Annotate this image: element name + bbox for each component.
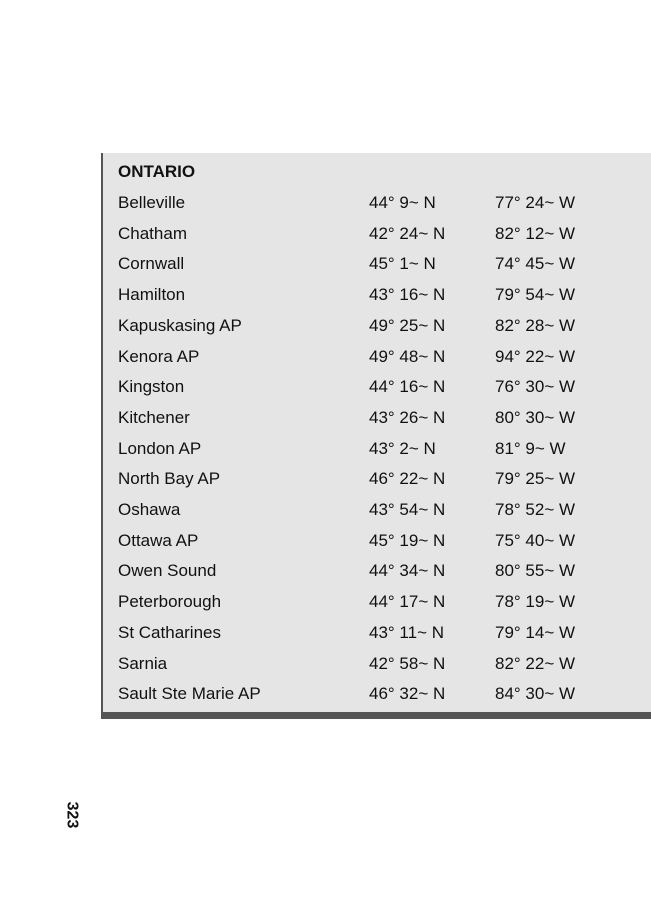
table-row: London AP 43° 2~ N 81° 9~ W (0, 438, 566, 461)
latitude: 44° 17~ N (369, 592, 446, 612)
table-row: Ottawa AP 45° 19~ N 75° 40~ W (0, 530, 575, 553)
table-bottom-rule (101, 712, 651, 719)
latitude: 43° 11~ N (369, 622, 445, 642)
latitude: 43° 54~ N (369, 500, 446, 519)
table-row: Kapuskasing AP 49° 25~ N 82° 28~ W (0, 315, 575, 338)
longitude: 84° 30~ W (495, 684, 576, 704)
city-name: Sarnia (118, 653, 168, 673)
table-row: Sault Ste Marie AP 46° 32~ N 84° 30~ W (0, 684, 575, 706)
latitude: 46° 22~ N (369, 469, 446, 489)
location-table (101, 153, 651, 712)
city-name: Belleville (118, 193, 186, 212)
city-name: Peterborough (118, 592, 222, 612)
longitude: 94° 22~ W (495, 346, 576, 366)
latitude: 44° 9~ N (369, 193, 436, 212)
longitude: 79° 14~ W (495, 622, 576, 642)
longitude: 78° 52~ W (495, 500, 576, 519)
table-row: Kenora AP 49° 48~ N 94° 22~ W (0, 346, 575, 369)
longitude: 77° 24~ W (495, 193, 576, 212)
latitude: 42° 24~ N (369, 223, 446, 243)
longitude: 80° 55~ W (495, 561, 576, 581)
longitude: 79° 25~ W (495, 469, 576, 489)
latitude: 43° 2~ N (369, 438, 436, 458)
table-row: Cornwall 45° 1~ N 74° 45~ W (0, 254, 575, 276)
latitude: 44° 16~ N (369, 377, 446, 397)
longitude: 78° 19~ W (495, 592, 576, 612)
page-number: 323 (63, 801, 81, 829)
table-row: Kitchener 43° 26~ N 80° 30~ W (0, 407, 575, 430)
table-row: Chatham 42° 24~ N 82° 12~ W (0, 223, 575, 246)
city-name: Owen Sound (118, 561, 217, 581)
longitude: 82° 28~ W (495, 315, 576, 335)
latitude: 45° 1~ N (369, 254, 436, 274)
table-row: Peterborough 44° 17~ N 78° 19~ W (0, 592, 575, 614)
table-row: Owen Sound 44° 34~ N 80° 55~ W (0, 561, 575, 583)
city-name: Kitchener (118, 407, 190, 427)
table-row: Sarnia 42° 58~ N 82° 22~ W (0, 653, 575, 676)
city-name: Hamilton (118, 285, 186, 305)
table-row: North Bay AP 46° 22~ N 79° 25~ W (0, 469, 575, 491)
longitude: 75° 40~ W (495, 530, 576, 550)
city-name: London AP (118, 438, 202, 458)
table-row: Hamilton 43° 16~ N 79° 54~ W (0, 285, 575, 307)
latitude: 42° 58~ N (369, 653, 446, 673)
table-row: Kingston 44° 16~ N 76° 30~ W (0, 377, 575, 399)
latitude: 49° 25~ N (369, 315, 446, 335)
city-name: St Catharines (118, 622, 221, 642)
city-name: North Bay AP (118, 469, 221, 489)
longitude: 81° 9~ W (495, 438, 566, 458)
city-name: Oshawa (118, 500, 181, 519)
latitude: 43° 16~ N (369, 285, 446, 305)
longitude: 82° 12~ W (495, 223, 576, 243)
longitude: 79° 54~ W (495, 285, 576, 305)
latitude: 45° 19~ N (369, 530, 446, 550)
table-row: Belleville 44° 9~ N 77° 24~ W (0, 193, 575, 215)
latitude: 44° 34~ N (369, 561, 446, 581)
city-name: Cornwall (118, 254, 185, 274)
city-name: Ottawa AP (118, 530, 199, 550)
longitude: 76° 30~ W (495, 377, 576, 397)
latitude: 43° 26~ N (369, 407, 446, 427)
table-row: Oshawa 43° 54~ N 78° 52~ W (0, 500, 575, 522)
longitude: 82° 22~ W (495, 653, 576, 673)
longitude: 80° 30~ W (495, 407, 576, 427)
city-name: Chatham (118, 223, 187, 243)
section-heading: ONTARIO (118, 162, 196, 181)
longitude: 74° 45~ W (495, 254, 576, 274)
city-name: Sault Ste Marie AP (118, 684, 261, 704)
table-row: St Catharines 43° 11~ N 79° 14~ W (0, 622, 575, 645)
latitude: 49° 48~ N (369, 346, 446, 366)
city-name: Kenora AP (118, 346, 200, 366)
latitude: 46° 32~ N (369, 684, 446, 704)
city-name: Kapuskasing AP (118, 315, 242, 335)
city-name: Kingston (118, 377, 185, 397)
